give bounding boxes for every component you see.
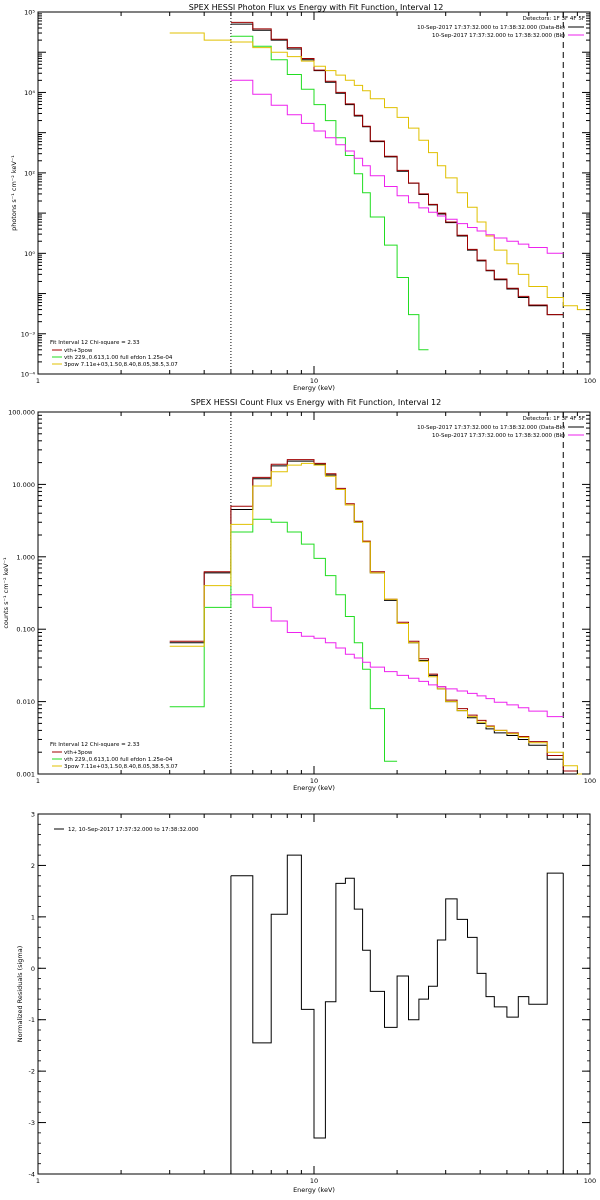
photon-flux-header-databk: 10-Sep-2017 17:37:32.000 to 17:38:32.000… bbox=[417, 25, 565, 31]
count-flux-detectors: Detectors: 1F 3F 4F 5F bbox=[523, 416, 585, 422]
residuals-ytick-label: 1 bbox=[31, 913, 35, 921]
count-flux-ytick-label: 1.000 bbox=[16, 553, 35, 561]
count-flux-legend-total: vth+3pow bbox=[64, 750, 93, 756]
photon-flux-ytick-label: 10² bbox=[24, 169, 35, 177]
photon-flux-ylabel: photons s⁻¹ cm⁻² keV⁻¹ bbox=[10, 155, 18, 231]
count-flux-frame bbox=[37, 411, 591, 775]
count-flux-xtick-label: 100 bbox=[584, 777, 596, 785]
photon-flux-header-bk: 10-Sep-2017 17:37:32.000 to 17:38:32.000… bbox=[432, 33, 565, 39]
photon-flux-xtick-label: 10 bbox=[310, 377, 318, 385]
residuals-panel: 1 10 100 -4 -3 -2 -1 0 1 2 3 Energy (keV) Normaliz… bbox=[16, 811, 596, 1195]
count-flux-xlabel: Energy (keV) bbox=[293, 784, 335, 792]
count-flux-xtick-label: 1 bbox=[36, 777, 40, 785]
photon-flux-series-vth-3pow bbox=[230, 21, 564, 316]
residuals-ytick-label: -2 bbox=[29, 1068, 35, 1076]
residuals-xlabel: Energy (keV) bbox=[293, 1186, 335, 1194]
photon-flux-xtick-label: 1 bbox=[36, 377, 40, 385]
photon-flux-ytick-label: 10⁻³ bbox=[21, 330, 36, 338]
photon-flux-ytick-label: 10⁻⁴ bbox=[21, 371, 36, 379]
residuals-xtick-label: 100 bbox=[584, 1177, 596, 1185]
photon-flux-title: SPEX HESSI Photon Flux vs Energy with Fi… bbox=[189, 3, 444, 12]
count-flux-ytick-label: 10.000 bbox=[12, 481, 35, 489]
count-flux-legend-vth: vth 229.,0.613,1.00 full efdon 1.25e-04 bbox=[64, 757, 173, 763]
photon-flux-legend-total: vth+3pow bbox=[64, 348, 93, 354]
photon-flux-ytick-label: 10⁴ bbox=[24, 89, 35, 97]
count-flux-ytick-label: 0.100 bbox=[16, 626, 35, 634]
count-flux-legend-fit: Fit Interval 12 Chi-square = 2.33 bbox=[50, 742, 140, 748]
count-flux-ytick-label: 100.000 bbox=[8, 409, 35, 417]
residuals-ytick-label: -3 bbox=[29, 1119, 35, 1127]
photon-flux-xlabel: Energy (keV) bbox=[293, 384, 335, 392]
count-flux-header-bk: 10-Sep-2017 17:37:32.000 to 17:38:32.000… bbox=[432, 433, 565, 439]
count-flux-ytick-label: 0.001 bbox=[16, 771, 35, 779]
photon-flux-legend-fit: Fit Interval 12 Chi-square = 2.33 bbox=[50, 340, 140, 346]
residuals-series-12-10-sep-2017-17-37-32-000-to-17-38-32-000 bbox=[230, 854, 564, 1139]
residuals-ytick-label: -4 bbox=[29, 1171, 35, 1179]
photon-flux-ytick-label: 10⁰ bbox=[24, 250, 35, 258]
count-flux-legend-3pow: 3pow 7.11e+03,1.50,8.40,8.05,38.5,3.07 bbox=[64, 764, 178, 770]
count-flux-xtick-label: 10 bbox=[310, 777, 318, 785]
photon-flux-xtick-label: 100 bbox=[584, 377, 596, 385]
photon-flux-series-bk bbox=[230, 79, 564, 254]
residuals-ytick-label: 3 bbox=[31, 811, 35, 819]
photon-flux-series-vth bbox=[230, 35, 429, 351]
photon-flux-panel: SPEX HESSI Photon Flux vs Energy with Fi… bbox=[10, 3, 596, 392]
count-flux-series-3pow bbox=[169, 462, 590, 775]
photon-flux-ytick-label: 10⁵ bbox=[24, 9, 35, 17]
residuals-ytick-label: 0 bbox=[31, 965, 35, 973]
count-flux-series-bk bbox=[230, 594, 564, 718]
residuals-xtick-label: 1 bbox=[36, 1177, 40, 1185]
count-flux-header-databk: 10-Sep-2017 17:37:32.000 to 17:38:32.000… bbox=[417, 425, 565, 431]
count-flux-panel: SPEX HESSI Count Flux vs Energy with Fit… bbox=[2, 398, 596, 792]
count-flux-title: SPEX HESSI Count Flux vs Energy with Fit… bbox=[191, 398, 442, 407]
photon-flux-series-3pow bbox=[169, 32, 590, 311]
photon-flux-legend-vth: vth 229.,0.613,1.00 full efdon 1.25e-04 bbox=[64, 355, 173, 361]
residuals-ylabel: Normalized Residuals (sigma) bbox=[16, 946, 24, 1043]
residuals-ytick-label: -1 bbox=[29, 1016, 35, 1024]
photon-flux-legend-3pow: 3pow 7.11e+03,1.50,8.40,8.05,38.5,3.07 bbox=[64, 362, 178, 368]
count-flux-ytick-label: 0.010 bbox=[16, 698, 35, 706]
residuals-legend: 12, 10-Sep-2017 17:37:32.000 to 17:38:32… bbox=[68, 827, 199, 833]
count-flux-ylabel: counts s⁻¹ cm⁻² keV⁻¹ bbox=[2, 557, 10, 629]
residuals-ytick-label: 2 bbox=[31, 862, 35, 870]
photon-flux-detectors: Detectors: 1F 3F 4F 5F bbox=[523, 16, 585, 22]
residuals-xtick-label: 10 bbox=[310, 1177, 318, 1185]
count-flux-series-vth bbox=[169, 518, 398, 762]
